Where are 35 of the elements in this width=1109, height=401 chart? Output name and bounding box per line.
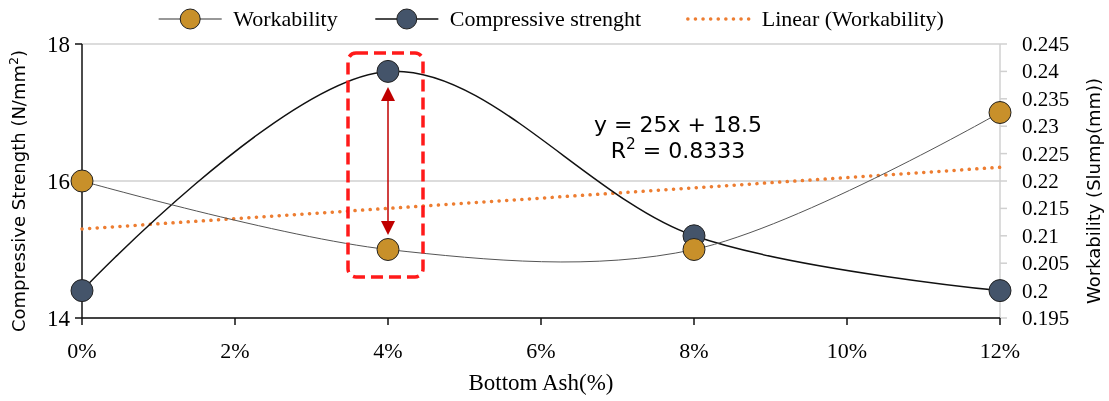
- y2-tick-label: 0.23: [1022, 114, 1059, 139]
- y-tick-label: 16: [47, 169, 70, 194]
- x-tick-label: 12%: [979, 338, 1021, 363]
- x-tick-label: 8%: [679, 338, 709, 363]
- point: [376, 59, 400, 83]
- x-axis-title: Bottom Ash(%): [468, 370, 614, 395]
- y2-tick-label: 0.24: [1022, 59, 1060, 84]
- annotation: R$^{2}$ = 0.8333: [610, 135, 746, 163]
- y-tick-label: 14: [47, 306, 71, 331]
- point: [988, 279, 1012, 303]
- legend-label: Compressive strenght: [449, 6, 642, 31]
- y2-tick-label: 0.205: [1022, 251, 1070, 276]
- x-tick-label: 10%: [826, 338, 868, 363]
- y2-tick-label: 0.235: [1022, 86, 1070, 111]
- y2-tick-label: 0.2: [1022, 278, 1049, 303]
- point: [376, 238, 400, 261]
- x-tick-label: 4%: [373, 338, 403, 363]
- x-tick-label: 0%: [67, 338, 97, 363]
- point: [988, 101, 1012, 124]
- y2-tick-label: 0.21: [1022, 223, 1059, 248]
- legend-label: Linear (Workability): [761, 6, 944, 31]
- legend-label: Workability: [233, 6, 338, 31]
- y2-tick-label: 0.245: [1022, 32, 1070, 56]
- point: [682, 238, 706, 261]
- y2-tick-label: 0.22: [1022, 169, 1059, 193]
- y2-tick-label: 0.225: [1022, 141, 1070, 166]
- y2-tick-label: 0.195: [1022, 306, 1070, 330]
- y2-axis-title: Workability (Slump(mm)): [1083, 77, 1104, 305]
- y2-tick-label: 0.215: [1022, 196, 1070, 221]
- y-tick-label: 18: [47, 32, 70, 57]
- point: [70, 279, 94, 303]
- x-tick-label: 2%: [220, 338, 250, 363]
- point: [70, 169, 94, 193]
- x-tick-label: 6%: [526, 338, 556, 363]
- annotation: y = 25x + 18.5: [594, 112, 762, 137]
